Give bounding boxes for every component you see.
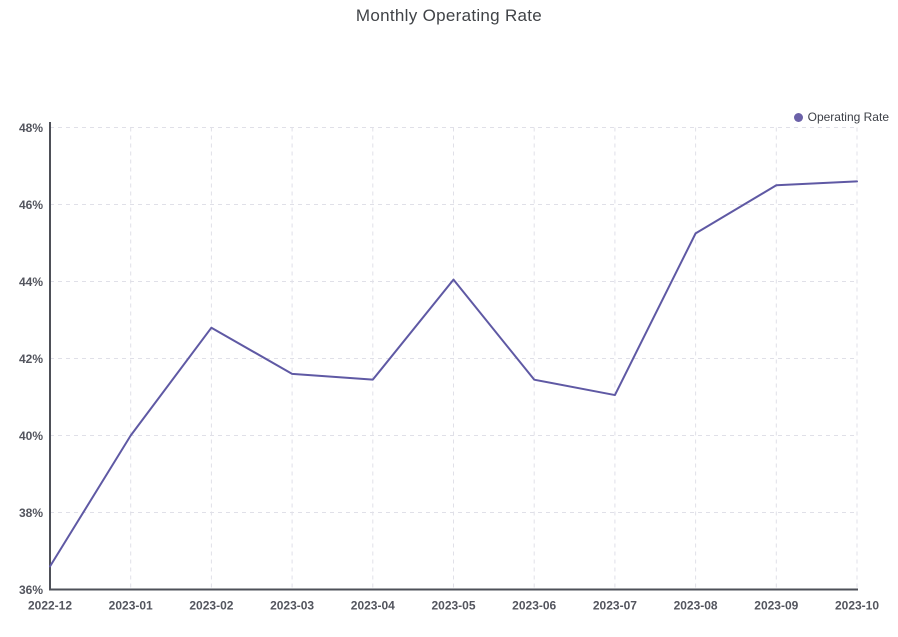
y-tick-label: 42% xyxy=(19,352,43,366)
x-tick-label: 2023-06 xyxy=(512,599,556,613)
y-tick-label: 38% xyxy=(19,506,43,520)
x-tick-label: 2023-08 xyxy=(674,599,718,613)
x-tick-label: 2023-10 xyxy=(835,599,879,613)
legend-label: Operating Rate xyxy=(807,110,889,124)
y-tick-label: 36% xyxy=(19,583,43,597)
x-tick-label: 2023-07 xyxy=(593,599,637,613)
x-tick-label: 2022-12 xyxy=(28,599,72,613)
series-line-operating-rate xyxy=(49,180,858,568)
legend-marker-icon xyxy=(793,112,803,122)
y-tick-label: 44% xyxy=(19,275,43,289)
x-tick-label: 2023-05 xyxy=(431,599,475,613)
legend-item-operating-rate[interactable]: Operating Rate xyxy=(793,110,889,124)
y-tick-label: 40% xyxy=(19,429,43,443)
y-tick-label: 46% xyxy=(19,198,43,212)
x-tick-label: 2023-04 xyxy=(351,599,395,613)
x-tick-label: 2023-09 xyxy=(754,599,798,613)
x-tick-label: 2023-03 xyxy=(270,599,314,613)
x-tick-label: 2023-02 xyxy=(189,599,233,613)
chart-title: Monthly Operating Rate xyxy=(355,6,543,25)
y-tick-label: 48% xyxy=(19,121,43,135)
x-tick-label: 2023-01 xyxy=(109,599,153,613)
